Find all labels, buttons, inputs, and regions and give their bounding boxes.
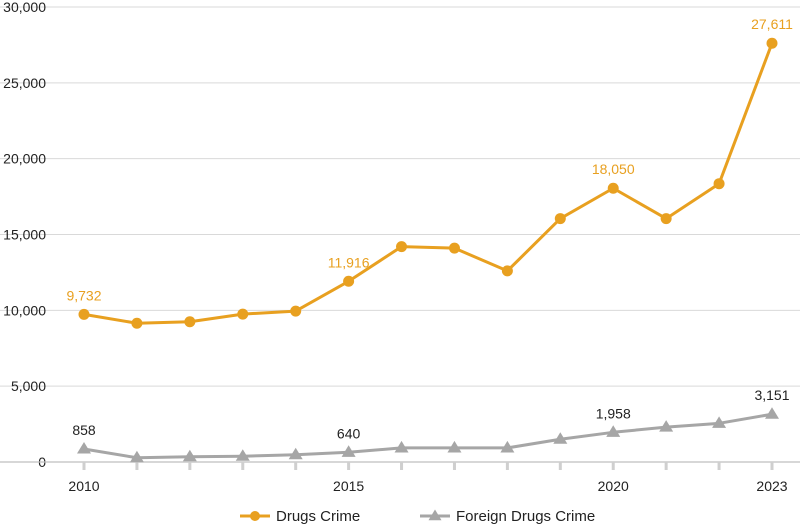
data-point	[396, 241, 408, 253]
x-tick-mark	[82, 462, 86, 470]
y-tick-label: 5,000	[11, 378, 46, 394]
data-point	[660, 213, 672, 225]
x-tick-label: 2015	[333, 478, 364, 494]
x-tick-mark	[188, 462, 192, 470]
data-label: 1,958	[596, 405, 631, 421]
data-point	[129, 450, 144, 463]
data-point	[500, 440, 515, 453]
data-point	[343, 275, 355, 287]
data-label: 3,151	[754, 387, 789, 403]
data-point	[501, 265, 513, 277]
x-tick-mark	[135, 462, 139, 470]
data-label: 18,050	[592, 161, 635, 177]
x-tick-mark	[347, 462, 351, 470]
data-point	[182, 449, 197, 462]
data-label: 640	[337, 425, 361, 441]
y-tick-label: 25,000	[3, 75, 46, 91]
x-tick-mark	[241, 462, 245, 470]
data-point	[78, 308, 90, 320]
data-point	[553, 432, 568, 444]
data-point	[448, 242, 460, 254]
x-tick-mark	[400, 462, 404, 470]
x-tick-label: 2023	[756, 478, 787, 494]
data-point	[290, 305, 302, 317]
data-point	[394, 440, 409, 453]
legend-marker	[428, 509, 442, 521]
series-lines	[77, 37, 779, 463]
x-tick-label: 2010	[68, 478, 99, 494]
legend: Drugs Crime Foreign Drugs Crime	[240, 508, 595, 525]
data-point	[184, 316, 196, 328]
x-tick-mark	[664, 462, 668, 470]
data-point	[341, 445, 356, 457]
data-point	[447, 440, 462, 453]
data-point	[712, 416, 727, 428]
data-labels: 9,732 11,916 18,050 27,611 858 640 1,958 3,151	[66, 16, 793, 441]
x-tick-mark	[770, 462, 774, 470]
data-label: 27,611	[751, 16, 793, 32]
legend-label: Drugs Crime	[276, 508, 360, 525]
data-point	[713, 178, 725, 190]
data-point	[659, 420, 674, 432]
x-tick-mark	[611, 462, 615, 470]
legend-label: Foreign Drugs Crime	[456, 508, 595, 525]
x-tick-mark	[505, 462, 509, 470]
data-point	[237, 308, 249, 320]
data-label: 11,916	[328, 254, 370, 270]
data-point	[288, 447, 303, 460]
gridlines	[0, 6, 800, 387]
series-line-foreign-drugs-crime	[83, 412, 773, 460]
data-point	[235, 449, 250, 461]
y-tick-label: 20,000	[3, 151, 46, 167]
y-tick-label: 30,000	[3, 0, 46, 15]
x-tick-mark	[558, 462, 562, 470]
data-point	[766, 37, 778, 49]
x-tick-label: 2020	[598, 478, 629, 494]
y-tick-label: 10,000	[3, 302, 46, 318]
legend-marker	[250, 511, 260, 521]
data-label: 9,732	[66, 287, 101, 303]
data-point	[765, 407, 779, 419]
x-tick-mark	[717, 462, 721, 470]
x-tick-mark	[294, 462, 298, 470]
data-point	[131, 317, 143, 329]
data-point	[607, 182, 619, 194]
data-point	[606, 425, 621, 437]
series-line-drugs-crime	[83, 42, 774, 325]
data-point	[554, 213, 566, 225]
x-tick-mark	[452, 462, 456, 470]
data-label: 858	[72, 422, 96, 438]
y-tick-label: 15,000	[3, 227, 46, 243]
data-point	[77, 441, 91, 454]
